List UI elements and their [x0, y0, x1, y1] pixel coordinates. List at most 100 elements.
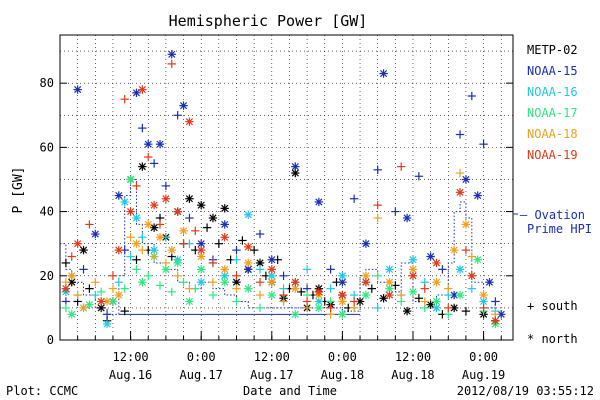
north-marker	[408, 255, 418, 264]
marker-stroke	[174, 259, 182, 267]
marker-stroke	[68, 278, 76, 286]
x-tick-time-label: 12:00	[395, 350, 431, 364]
south-marker	[467, 91, 477, 101]
north-marker	[138, 162, 147, 171]
south-marker	[202, 223, 212, 232]
marker-stroke	[132, 240, 141, 248]
north-marker	[244, 210, 253, 219]
ovation-label-line1: – Ovation	[520, 208, 585, 222]
marker-stroke	[244, 285, 252, 293]
series-noaa-15	[61, 50, 506, 319]
marker-stroke	[150, 224, 158, 232]
chart-title: Hemispheric Power [GW]	[169, 12, 368, 30]
marker-stroke	[268, 278, 276, 286]
marker-stroke	[268, 265, 276, 273]
north-marker	[314, 287, 324, 297]
south-marker	[232, 255, 241, 264]
marker-stroke	[474, 191, 482, 200]
marker-stroke	[432, 278, 441, 286]
marker-stroke	[85, 301, 93, 309]
north-marker	[208, 213, 218, 223]
south-marker	[126, 233, 135, 242]
y-tick-label: 0	[47, 333, 54, 347]
marker-stroke	[485, 278, 494, 286]
north-marker	[102, 319, 112, 329]
marker-stroke	[256, 259, 264, 267]
marker-stroke	[221, 204, 229, 212]
north-marker	[355, 297, 365, 306]
south-marker	[232, 297, 241, 306]
footer-left: Plot: CCMC	[6, 384, 78, 398]
south-marker	[61, 303, 71, 313]
legend-item-noaa-17: NOAA-17	[527, 106, 578, 120]
marker-stroke	[268, 291, 276, 299]
north-marker	[473, 191, 482, 200]
x-tick-date-label: Aug.16	[109, 368, 152, 382]
x-tick-time-label: 0:00	[187, 350, 216, 364]
south-marker	[120, 95, 129, 104]
north-marker	[79, 245, 88, 255]
marker-stroke	[409, 288, 417, 296]
marker-stroke	[197, 246, 205, 254]
marker-stroke	[338, 297, 346, 306]
north-marker	[385, 278, 394, 287]
north-marker	[402, 306, 412, 316]
marker-stroke	[291, 310, 299, 318]
north-marker	[485, 278, 494, 287]
south-marker	[120, 284, 129, 293]
marker-stroke	[156, 140, 164, 148]
south-marker	[461, 245, 471, 255]
marker-stroke	[432, 259, 441, 267]
south-marker	[373, 200, 382, 210]
y-tick-label: 40	[40, 205, 54, 219]
marker-stroke	[185, 118, 194, 126]
south-marker	[167, 287, 176, 297]
south-marker	[85, 284, 94, 293]
south-marker	[155, 281, 165, 290]
marker-stroke	[168, 50, 176, 58]
south-marker	[91, 290, 100, 300]
north-marker	[179, 226, 188, 236]
south-marker	[179, 239, 188, 248]
marker-stroke	[432, 304, 441, 312]
south-marker	[420, 284, 429, 293]
x-tick-time-label: 12:00	[113, 350, 149, 364]
footer-timestamp: 2012/08/19 03:55:12	[457, 384, 594, 398]
north-marker	[67, 310, 76, 319]
south-marker	[397, 162, 406, 171]
north-marker	[73, 239, 82, 248]
north-marker	[196, 245, 206, 255]
marker-stroke	[162, 195, 170, 203]
marker-stroke	[156, 233, 164, 241]
x-tick-time-label: 0:00	[469, 350, 498, 364]
marker-stroke	[338, 291, 346, 299]
marker-stroke	[221, 272, 229, 280]
marker-stroke	[197, 265, 205, 273]
north-marker	[85, 300, 94, 309]
south-marker	[349, 194, 359, 203]
marker-stroke	[127, 208, 135, 216]
legend-item-noaa-15: NOAA-15	[527, 64, 578, 78]
y-tick-label: 20	[40, 269, 54, 283]
north-marker	[114, 290, 124, 300]
legend-item-noaa-18: NOAA-18	[527, 127, 578, 141]
north-marker	[432, 258, 441, 268]
south-marker	[491, 297, 500, 306]
marker-stroke	[138, 86, 146, 94]
marker-stroke	[385, 278, 394, 286]
marker-key-south: + south	[527, 299, 578, 313]
south-marker	[467, 252, 477, 261]
north-marker	[461, 175, 471, 184]
north-marker	[161, 194, 171, 203]
north-marker	[467, 271, 477, 280]
x-tick-time-label: 12:00	[254, 350, 290, 364]
south-marker	[238, 236, 247, 245]
north-marker	[185, 297, 194, 306]
marker-stroke	[74, 86, 82, 94]
x-tick-date-label: Aug.18	[391, 368, 434, 382]
north-marker	[155, 139, 165, 149]
south-marker	[467, 284, 477, 293]
south-marker	[479, 303, 488, 313]
x-tick-date-label: Aug.19	[462, 368, 505, 382]
